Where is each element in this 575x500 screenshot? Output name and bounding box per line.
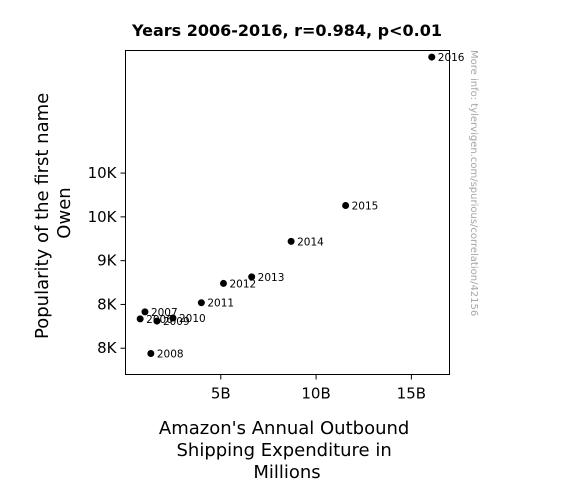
data-point-2016 <box>428 53 436 61</box>
point-label-2016: 2016 <box>438 52 465 64</box>
data-point-2013 <box>248 273 256 281</box>
y-tick-label: 10K <box>88 208 118 226</box>
point-label-2010: 2010 <box>179 313 206 325</box>
x-axis-label-line-1: Amazon's Annual Outbound <box>159 418 409 439</box>
y-tick-label: 8K <box>97 295 118 313</box>
x-axis-label-line-2: Shipping Expenditure in <box>176 440 391 461</box>
x-axis-label: Amazon's Annual Outbound Shipping Expend… <box>159 418 415 483</box>
x-axis-ticks: 5B 10B 15B <box>211 374 426 403</box>
y-tick-label: 10K <box>88 164 118 182</box>
x-axis-label-line-3: Millions <box>253 462 320 483</box>
x-tick-label: 10B <box>301 385 330 403</box>
chart-title: Years 2006-2016, r=0.984, p<0.01 <box>131 21 442 40</box>
data-point-2015 <box>342 201 350 209</box>
point-label-2006: 2006 <box>146 314 173 326</box>
y-axis-ticks: 8K 8K 9K 10K 10K <box>88 164 126 357</box>
x-tick-label: 15B <box>397 385 426 403</box>
point-label-2013: 2013 <box>258 272 285 284</box>
y-axis-label-line-2: Owen <box>54 187 75 238</box>
data-point-2012 <box>219 279 227 287</box>
y-tick-label: 9K <box>97 252 118 270</box>
data-point-2010 <box>169 314 177 322</box>
y-axis-label-line-1: Popularity of the first name <box>32 93 53 339</box>
point-label-2007: 2007 <box>151 307 178 319</box>
y-axis-label: Popularity of the first name Owen <box>32 87 75 339</box>
point-label-2012: 2012 <box>229 278 256 290</box>
data-point-2007 <box>141 308 149 316</box>
data-point-2006 <box>136 315 144 323</box>
y-tick-label: 8K <box>97 339 118 357</box>
data-point-2011 <box>197 299 205 307</box>
x-tick-label: 5B <box>211 385 231 403</box>
point-label-2014: 2014 <box>297 236 324 248</box>
data-point-2008 <box>147 349 155 357</box>
point-label-2009: 2009 <box>163 316 190 328</box>
data-point-2009 <box>153 317 161 325</box>
point-label-2015: 2015 <box>352 200 379 212</box>
watermark-text: More info: tylervigen.com/spurious/corre… <box>468 50 479 316</box>
point-label-2011: 2011 <box>207 298 234 310</box>
plot-frame <box>125 50 450 375</box>
data-points <box>136 53 436 357</box>
point-label-2008: 2008 <box>157 348 184 360</box>
data-point-2014 <box>287 237 295 245</box>
